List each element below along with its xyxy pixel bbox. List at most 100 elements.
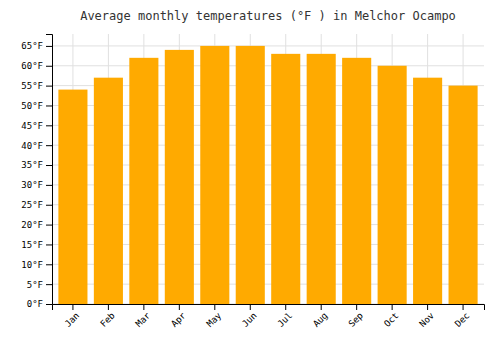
bar xyxy=(165,50,194,304)
tick-label: May xyxy=(205,310,224,329)
tick: Nov xyxy=(417,304,436,329)
title: Average monthly temperatures (°F ) in Me… xyxy=(80,9,456,23)
tick: 65°F xyxy=(21,41,52,51)
tick-mark xyxy=(285,304,286,310)
tick-mark xyxy=(46,225,52,226)
tick: 35°F xyxy=(21,160,52,170)
bars xyxy=(58,46,477,304)
tick: 55°F xyxy=(21,81,52,91)
tick-label: 20°F xyxy=(21,220,43,230)
bar xyxy=(378,66,407,304)
tick-mark xyxy=(427,304,428,310)
tick-label: 25°F xyxy=(21,200,43,210)
bar xyxy=(129,58,158,304)
tick: Dec xyxy=(453,304,472,329)
tick-mark xyxy=(46,244,52,245)
tick-label: Jul xyxy=(276,310,295,329)
tick-mark xyxy=(46,145,52,146)
bar xyxy=(307,54,336,304)
x-axis: Jan Feb Mar Apr May Jun Jul Aug Sep Oct Nov Dec xyxy=(53,304,485,329)
tick-label: Sep xyxy=(347,310,366,329)
tick-mark xyxy=(46,284,52,285)
tick-label: 40°F xyxy=(21,141,43,151)
tick-label: Jun xyxy=(240,310,259,329)
tick-label: Aug xyxy=(311,310,330,329)
tick: 15°F xyxy=(21,240,52,250)
tick-mark xyxy=(46,205,52,206)
tick-label: 50°F xyxy=(21,101,43,111)
tick-label: Dec xyxy=(453,310,472,329)
tick: Oct xyxy=(382,304,401,329)
bar xyxy=(58,90,87,304)
tick: Apr xyxy=(169,304,188,329)
tick: 10°F xyxy=(21,260,52,270)
bar xyxy=(271,54,300,304)
tick: Sep xyxy=(347,304,366,329)
tick-label: 55°F xyxy=(21,81,43,91)
tick-mark xyxy=(46,264,52,265)
tick-label: 5°F xyxy=(27,280,43,290)
tick-mark xyxy=(46,165,52,166)
bar xyxy=(413,78,442,304)
tick: 60°F xyxy=(21,61,52,71)
tick: Feb xyxy=(98,304,117,329)
tick-label: 60°F xyxy=(21,61,43,71)
tick-mark xyxy=(321,304,322,310)
tick: Jul xyxy=(276,304,295,329)
bar xyxy=(342,58,371,304)
tick-mark xyxy=(46,185,52,186)
axis-line xyxy=(53,305,485,311)
tick: Jun xyxy=(240,304,259,329)
tick-label: 65°F xyxy=(21,41,43,51)
tick-label: Jan xyxy=(63,310,82,329)
tick-mark xyxy=(46,125,52,126)
tick-label: 35°F xyxy=(21,160,43,170)
tick: May xyxy=(205,304,224,329)
tick-mark xyxy=(143,304,144,310)
tick: 40°F xyxy=(21,141,52,151)
tick: Mar xyxy=(134,304,153,329)
tick-mark xyxy=(108,304,109,310)
tick-label: 0°F xyxy=(27,299,43,309)
tick: 45°F xyxy=(21,121,52,131)
tick: 20°F xyxy=(21,220,52,230)
bar xyxy=(236,46,265,304)
tick-mark xyxy=(46,86,52,87)
tick-label: Oct xyxy=(382,310,401,329)
tick-label: Mar xyxy=(134,310,153,329)
tick-mark xyxy=(179,304,180,310)
tick-mark xyxy=(463,304,464,310)
tick-label: Feb xyxy=(98,310,117,329)
tick-mark xyxy=(392,304,393,310)
tick-mark xyxy=(250,304,251,310)
tick-label: 45°F xyxy=(21,121,43,131)
tick: 50°F xyxy=(21,101,52,111)
tick-mark xyxy=(46,304,52,305)
tick-mark xyxy=(72,304,73,310)
tick-mark xyxy=(46,105,52,106)
tick-mark xyxy=(46,46,52,47)
tick: 5°F xyxy=(27,280,52,290)
tick-mark xyxy=(356,304,357,310)
tick-label: 10°F xyxy=(21,260,43,270)
tick: Aug xyxy=(311,304,330,329)
bar xyxy=(94,78,123,304)
bar xyxy=(449,86,478,304)
tick-label: 15°F xyxy=(21,240,43,250)
axis-line xyxy=(46,35,53,305)
y-axis: 0°F 5°F 10°F 15°F 20°F 25°F 30°F 35°F 40°F 45°F 50… xyxy=(21,35,52,310)
tick: 0°F xyxy=(27,299,52,309)
plot: 0°F 5°F 10°F 15°F 20°F 25°F 30°F 35°F 40°F 45°F 50… xyxy=(21,34,484,329)
tick-label: 30°F xyxy=(21,180,43,190)
chart: 0°F 5°F 10°F 15°F 20°F 25°F 30°F 35°F 40°F 45°F 50… xyxy=(0,0,500,350)
tick-label: Apr xyxy=(169,310,188,329)
grid xyxy=(52,34,484,304)
tick: Jan xyxy=(63,304,82,329)
tick-mark xyxy=(46,66,52,67)
bar xyxy=(200,46,229,304)
tick: 30°F xyxy=(21,180,52,190)
grid-line xyxy=(52,45,484,46)
grid-line xyxy=(52,65,484,66)
tick-label: Nov xyxy=(417,310,436,329)
tick-mark xyxy=(214,304,215,310)
